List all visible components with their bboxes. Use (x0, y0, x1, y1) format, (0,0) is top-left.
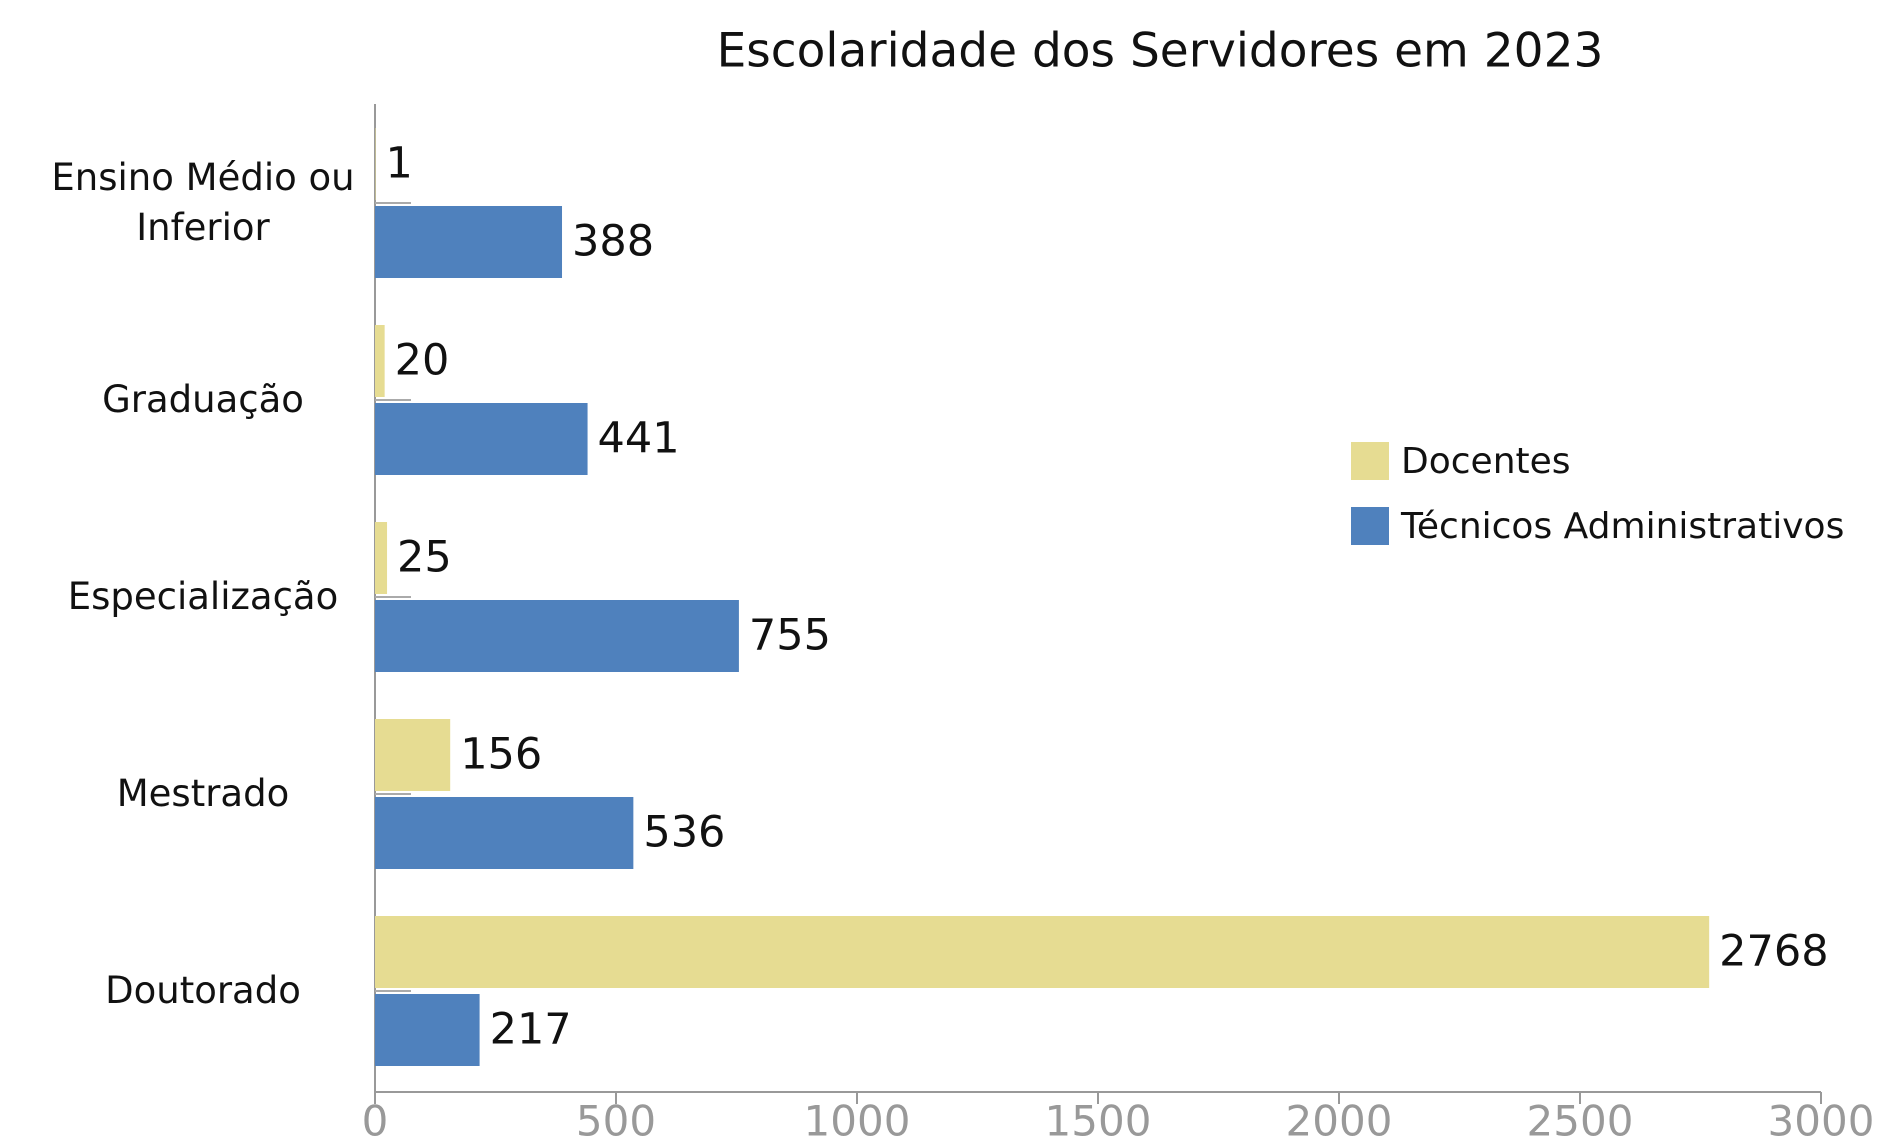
bar (375, 797, 634, 869)
chart-title: Escolaridade dos Servidores em 2023 (717, 24, 1604, 79)
value-label: 755 (749, 611, 831, 661)
bar (375, 719, 451, 791)
category-label: Ensino Médio ou Inferior (51, 156, 355, 249)
x-tick-label: 1500 (1045, 1097, 1152, 1142)
value-label: 156 (460, 730, 542, 780)
legend-label: Docentes (1401, 441, 1571, 482)
legend-swatch (1351, 507, 1389, 545)
value-label: 388 (572, 217, 654, 267)
bar (375, 403, 588, 475)
x-tick-label: 1000 (804, 1097, 911, 1142)
x-tick-label: 2000 (1286, 1097, 1393, 1142)
category-label: Doutorado (105, 969, 301, 1012)
x-tick-label: 3000 (1768, 1097, 1875, 1142)
category-label: Especialização (67, 575, 339, 618)
x-tick-label: 2500 (1527, 1097, 1634, 1142)
value-label: 20 (395, 336, 450, 386)
legend-label: Técnicos Administrativos (1400, 506, 1844, 547)
bar (375, 325, 385, 397)
x-tick-label: 0 (362, 1097, 389, 1142)
x-tick-label: 500 (576, 1097, 656, 1142)
bar (375, 206, 563, 278)
value-label: 536 (643, 808, 725, 858)
legend-swatch (1351, 442, 1389, 480)
bar (375, 522, 388, 594)
value-label: 441 (598, 414, 680, 464)
value-label: 25 (397, 533, 452, 583)
value-label: 2768 (1719, 927, 1828, 977)
bar (375, 994, 480, 1066)
category-label: Mestrado (116, 772, 290, 815)
value-label: 1 (385, 139, 412, 189)
bar (375, 916, 1710, 988)
category-label: Graduação (102, 378, 304, 421)
value-label: 217 (490, 1005, 572, 1055)
bar (375, 600, 739, 672)
